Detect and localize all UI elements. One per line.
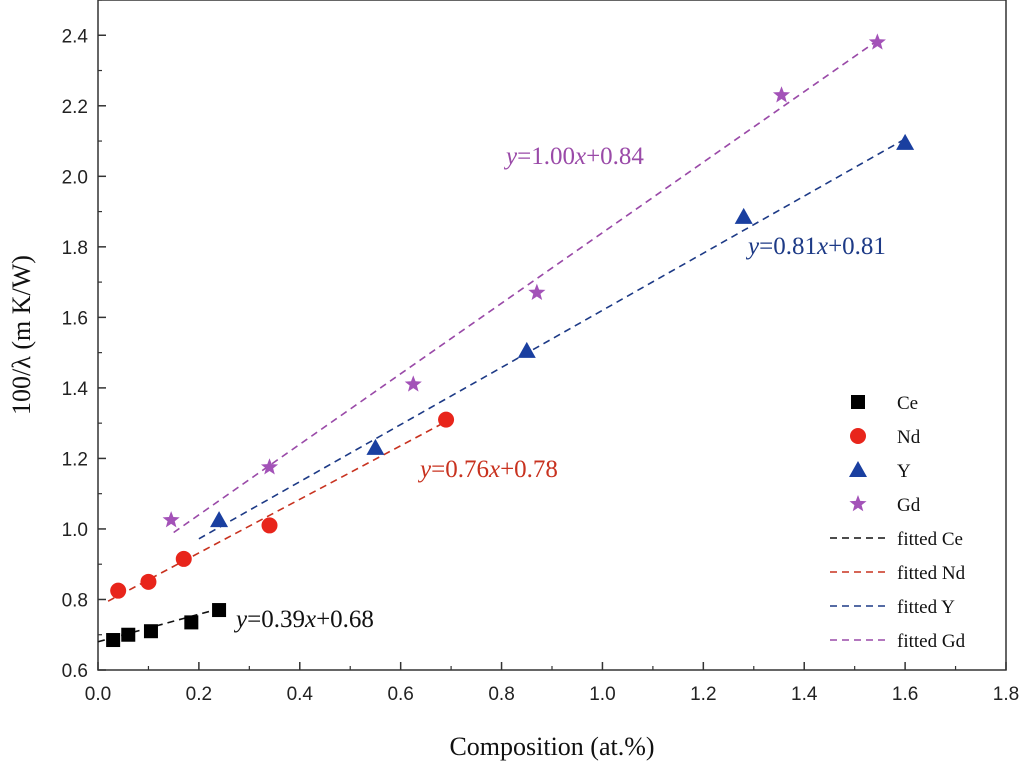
point-y bbox=[517, 341, 536, 358]
y-tick-label: 2.0 bbox=[62, 167, 88, 188]
y-tick-label: 1.0 bbox=[62, 520, 88, 541]
point-nd bbox=[261, 517, 278, 534]
fit-line-fitted-ce bbox=[97, 606, 225, 643]
x-tick-label: 0.6 bbox=[387, 684, 413, 705]
x-axis-title: Composition (at.%) bbox=[449, 732, 654, 761]
x-tick-label: 1.8 bbox=[993, 684, 1019, 705]
legend-marker-ce bbox=[851, 395, 865, 409]
point-gd bbox=[772, 86, 791, 103]
y-tick-label: 1.8 bbox=[62, 238, 88, 259]
legend-label-nd: Nd bbox=[897, 427, 921, 448]
y-tick-label: 1.6 bbox=[62, 308, 88, 329]
legend-label-gd: Gd bbox=[897, 495, 921, 516]
legend-label-ce: Ce bbox=[897, 393, 918, 414]
point-ce bbox=[143, 624, 158, 639]
y-axis-title: 100/λ (m K/W) bbox=[7, 255, 36, 415]
legend-label-fitted-ce: fitted Ce bbox=[897, 529, 963, 550]
y-tick-label: 2.4 bbox=[62, 26, 89, 47]
x-tick-label: 0.2 bbox=[186, 684, 212, 705]
x-tick-label: 1.4 bbox=[791, 684, 818, 705]
equation-fitted-nd: y=0.76x+0.78 bbox=[417, 456, 558, 483]
fit-lines bbox=[97, 38, 906, 643]
point-y bbox=[896, 133, 915, 150]
equation-fitted-y: y=0.81x+0.81 bbox=[745, 233, 886, 260]
y-tick-label: 1.2 bbox=[62, 449, 88, 470]
point-gd bbox=[260, 458, 279, 475]
point-y bbox=[210, 511, 229, 528]
equation-fitted-gd: y=1.00x+0.84 bbox=[503, 143, 644, 170]
y-tick-label: 0.6 bbox=[62, 661, 88, 682]
x-tick-label: 1.2 bbox=[690, 684, 716, 705]
legend-marker-nd bbox=[850, 428, 866, 444]
point-nd bbox=[175, 550, 192, 567]
x-tick-label: 0.4 bbox=[287, 684, 314, 705]
y-tick-label: 2.2 bbox=[62, 97, 88, 118]
legend-marker-y bbox=[849, 461, 867, 477]
data-points bbox=[106, 33, 915, 648]
point-nd bbox=[438, 411, 455, 428]
equation-fitted-ce: y=0.39x+0.68 bbox=[233, 606, 374, 633]
legend-marker-gd bbox=[849, 495, 867, 512]
y-tick-label: 1.4 bbox=[62, 379, 89, 400]
x-tick-label: 0.0 bbox=[85, 684, 111, 705]
point-y bbox=[366, 438, 385, 455]
x-tick-label: 1.0 bbox=[589, 684, 615, 705]
legend-label-fitted-gd: fitted Gd bbox=[897, 631, 966, 652]
plot-frame bbox=[97, 0, 1007, 671]
fit-line-fitted-y bbox=[198, 138, 906, 540]
x-tick-label: 0.8 bbox=[488, 684, 514, 705]
point-y bbox=[734, 207, 753, 224]
point-ce bbox=[212, 603, 227, 618]
axis-ticks: 0.0 0.2 0.4 0.6 0.8 1.0 1.2 1.4 1.6 1.8 0.6 0.8 1.0 1… bbox=[62, 0, 1019, 705]
legend-label-fitted-nd: fitted Nd bbox=[897, 563, 966, 584]
legend-label-fitted-y: fitted Y bbox=[897, 597, 955, 618]
point-ce bbox=[106, 633, 121, 648]
point-nd bbox=[110, 582, 127, 599]
point-gd bbox=[868, 33, 886, 50]
legend: Ce Nd Y Gd fitted Ce fitted Nd fitted Y fitted … bbox=[830, 393, 966, 652]
x-tick-label: 1.6 bbox=[892, 684, 918, 705]
fit-equations: y=0.39x+0.68 y=0.76x+0.78 y=0.81x+0.81 y=1.… bbox=[233, 143, 886, 633]
point-ce bbox=[121, 627, 136, 642]
point-gd bbox=[162, 511, 180, 528]
point-gd bbox=[404, 375, 422, 392]
y-tick-label: 0.8 bbox=[62, 590, 88, 611]
legend-label-y: Y bbox=[897, 461, 911, 482]
point-nd bbox=[140, 573, 157, 590]
fit-line-fitted-nd bbox=[107, 420, 447, 602]
point-ce bbox=[184, 615, 199, 630]
point-gd bbox=[528, 283, 546, 300]
